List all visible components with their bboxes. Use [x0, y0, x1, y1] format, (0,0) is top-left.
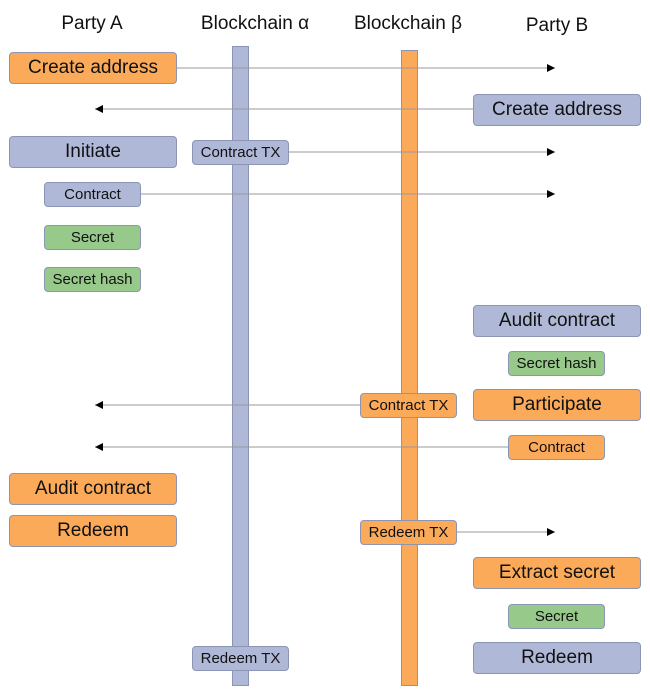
party-b-participate: Participate	[473, 389, 641, 421]
party-a-secret: Secret	[44, 225, 141, 250]
party-a-audit-contract: Audit contract	[9, 473, 177, 505]
party-a-secret-hash: Secret hash	[44, 267, 141, 292]
beta-contract-tx: Contract TX	[360, 393, 457, 418]
party-a-create-address: Create address	[9, 52, 177, 84]
header-party-a: Party A	[61, 13, 123, 34]
alpha-redeem-tx: Redeem TX	[192, 646, 289, 671]
blockchain-alpha-lifeline	[232, 46, 249, 686]
header-blockchain-beta: Blockchain β	[353, 13, 463, 34]
party-b-secret-hash: Secret hash	[508, 351, 605, 376]
party-b-create-address: Create address	[473, 94, 641, 126]
party-b-secret: Secret	[508, 604, 605, 629]
party-a-contract: Contract	[44, 182, 141, 207]
party-a-initiate: Initiate	[9, 136, 177, 168]
party-b-extract-secret: Extract secret	[473, 557, 641, 589]
party-a-redeem: Redeem	[9, 515, 177, 547]
party-b-redeem: Redeem	[473, 642, 641, 674]
header-party-b: Party B	[525, 15, 589, 36]
party-b-audit-contract: Audit contract	[473, 305, 641, 337]
party-b-contract: Contract	[508, 435, 605, 460]
alpha-contract-tx: Contract TX	[192, 140, 289, 165]
beta-redeem-tx: Redeem TX	[360, 520, 457, 545]
header-blockchain-alpha: Blockchain α	[200, 13, 310, 34]
